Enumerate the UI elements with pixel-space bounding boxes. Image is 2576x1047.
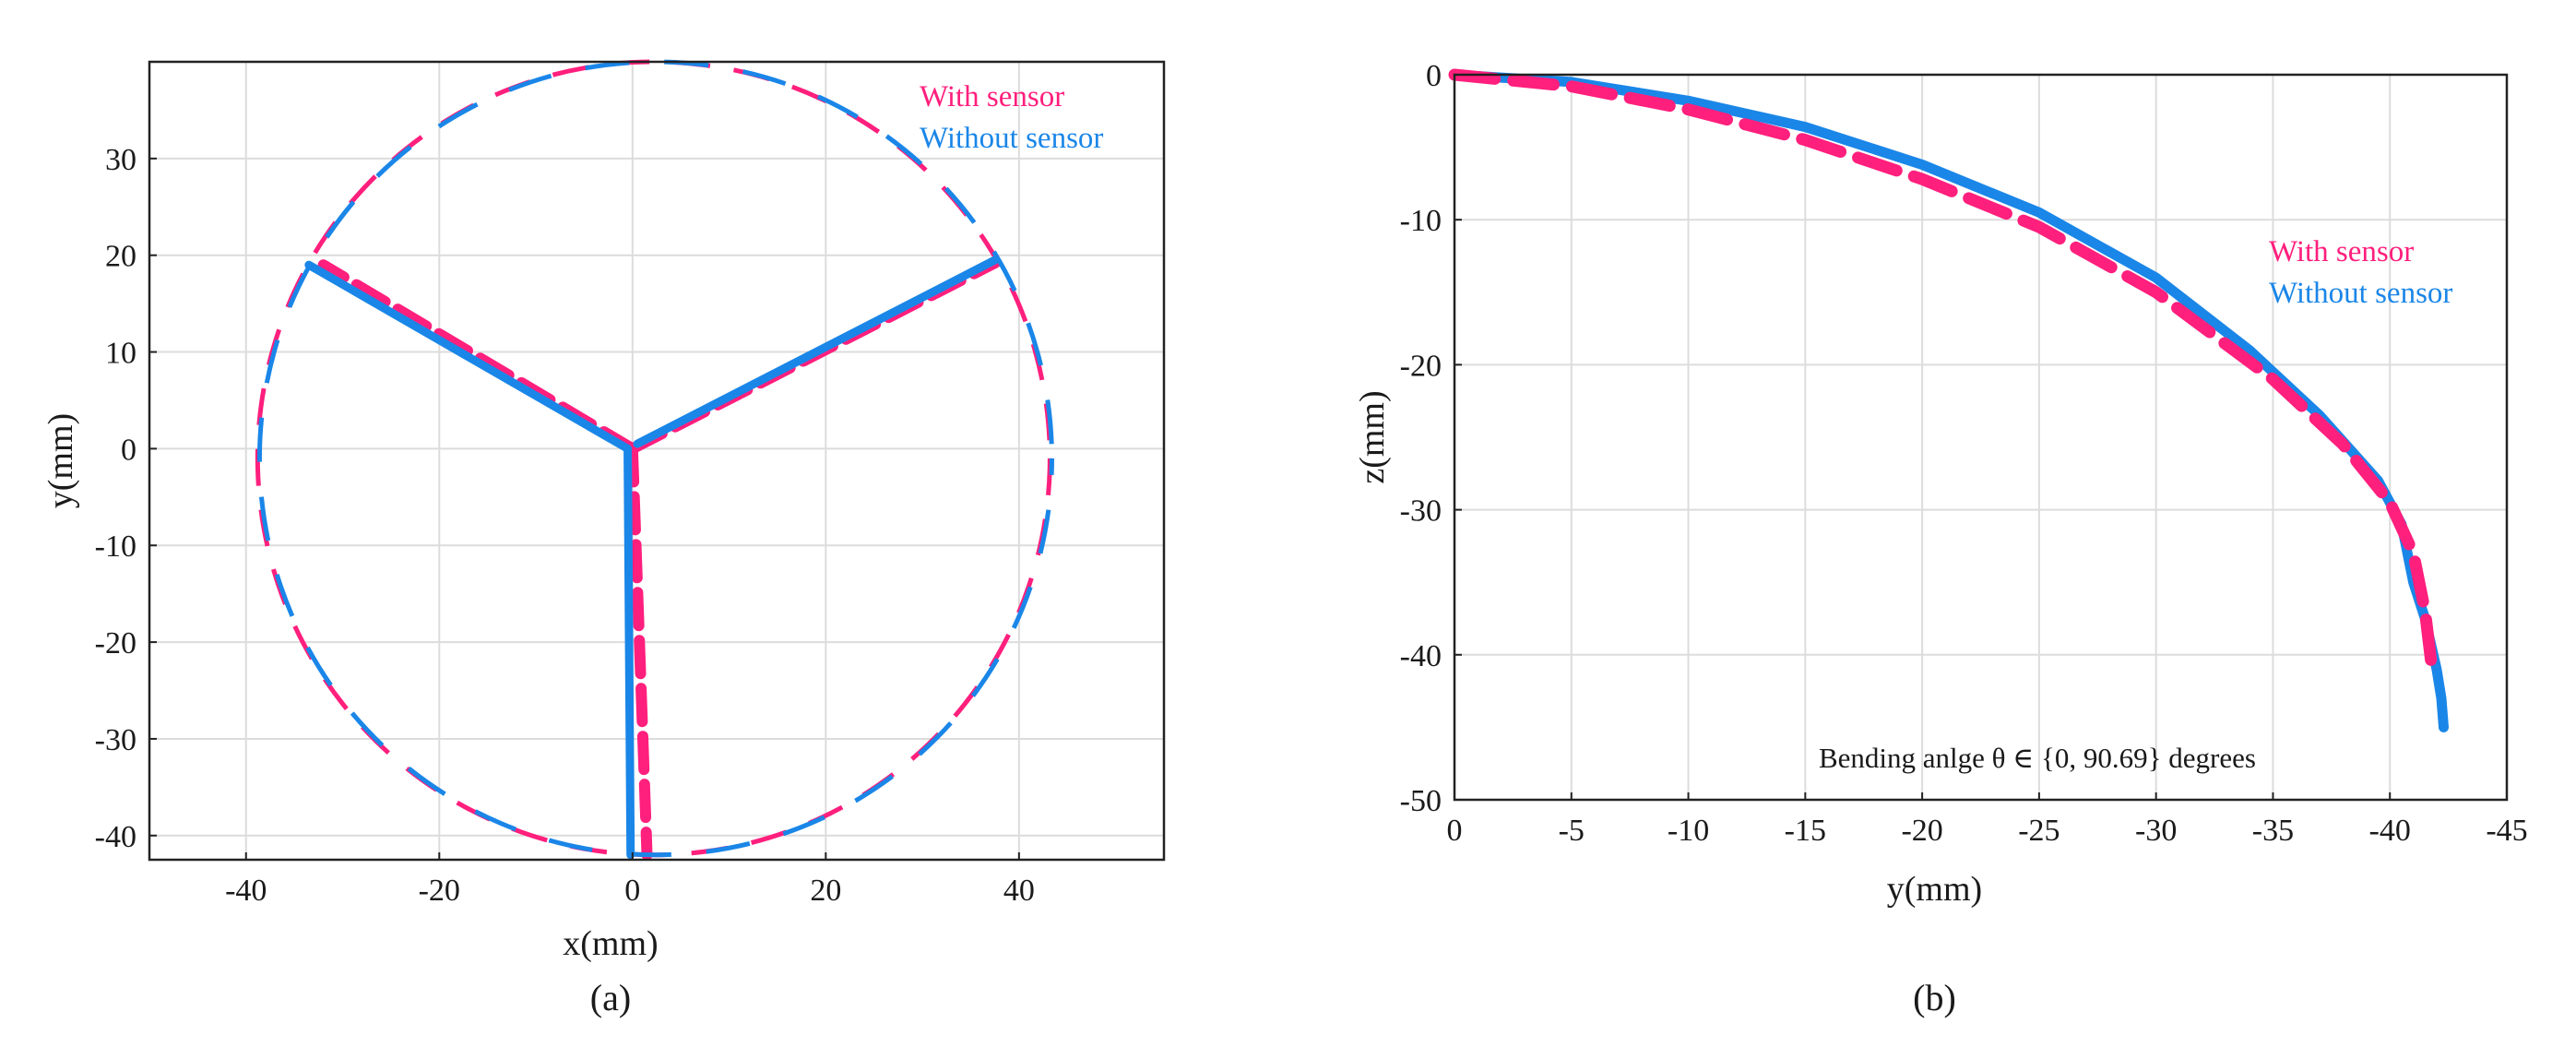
panel-b-y-axis-label: z(mm) [1353, 390, 1392, 483]
b-x-tick-label: -25 [2018, 814, 2060, 848]
series-with-sensor-arm-3 [626, 443, 653, 861]
panel-a-ticks: -40 -20 0 20 40 -40 -30 -20 -10 0 10 20 30 [95, 143, 1035, 908]
a-y-tick-label: 30 [105, 143, 137, 177]
panel-b-caption: (b) [1913, 977, 1956, 1018]
a-x-tick-label: 20 [810, 874, 841, 908]
b-x-tick-label: -45 [2486, 814, 2527, 848]
chart-panel-a: -40 -20 0 20 40 -40 -30 -20 -10 0 10 20 30 x(mm) y(m… [42, 59, 1166, 1018]
series-without-sensor-circle [256, 59, 1054, 858]
b-x-tick-label: -15 [1785, 814, 1826, 848]
b-y-tick-label: 0 [1426, 59, 1442, 93]
chart-panel-b: 0 -5 -10 -15 -20 -25 -30 -35 -40 -45 0 -10 -20 -30 -40… [1353, 59, 2528, 1018]
panel-a-legend-without-sensor: Without sensor [920, 122, 1103, 155]
a-x-tick-label: -20 [419, 874, 460, 908]
panel-a-x-axis-label: x(mm) [563, 924, 658, 963]
a-y-tick-label: 10 [105, 337, 137, 371]
series-without-sensor-arm-3 [623, 444, 635, 860]
a-y-tick-label: -40 [95, 820, 137, 854]
a-y-tick-label: 20 [105, 240, 137, 274]
panel-b-legend-without-sensor: Without sensor [2269, 277, 2452, 310]
panel-a-caption: (a) [590, 977, 631, 1018]
b-x-tick-label: -20 [1901, 814, 1942, 848]
panel-b-frame [1453, 73, 2509, 802]
panel-b-annotation: Bending anlge θ ∈ {0, 90.69} degrees [1819, 742, 2256, 774]
b-x-tick-label: -10 [1668, 814, 1709, 848]
b-y-tick-label: -10 [1400, 204, 1442, 238]
b-x-tick-label: -30 [2135, 814, 2177, 848]
a-y-tick-label: -30 [95, 723, 137, 757]
b-x-tick-label: -5 [1559, 814, 1585, 848]
panel-b-legend-with-sensor: With sensor [2269, 235, 2414, 268]
a-x-tick-label: -40 [225, 874, 267, 908]
panel-b-x-axis-label: y(mm) [1887, 870, 1982, 909]
a-x-tick-label: 0 [624, 874, 640, 908]
a-y-tick-label: -10 [95, 529, 137, 564]
panel-a-grid [149, 62, 1164, 860]
b-x-tick-label: -35 [2252, 814, 2294, 848]
panel-b-plot-area [1448, 68, 2449, 732]
a-y-tick-label: 0 [121, 433, 137, 467]
series-with-sensor-line [1448, 68, 2439, 675]
panel-a-frame [148, 60, 1166, 862]
b-x-tick-label: 0 [1447, 814, 1463, 848]
a-y-tick-label: -20 [95, 626, 137, 660]
b-x-tick-label: -40 [2369, 814, 2411, 848]
series-without-sensor-arm-1 [304, 260, 633, 453]
series-with-sensor-circle [255, 59, 1052, 858]
b-y-tick-label: -30 [1400, 494, 1442, 529]
b-y-tick-label: -40 [1400, 639, 1442, 673]
a-x-tick-label: 40 [1003, 874, 1035, 908]
panel-b-ticks: 0 -5 -10 -15 -20 -25 -30 -35 -40 -45 0 -10 -20 -30 -40… [1400, 59, 2528, 848]
b-y-tick-label: -20 [1400, 349, 1442, 383]
panel-a-y-axis-label: y(mm) [42, 413, 80, 508]
panel-a-plot-area [255, 59, 1054, 861]
panel-a-legend-with-sensor: With sensor [920, 80, 1064, 113]
b-y-tick-label: -50 [1400, 784, 1442, 818]
series-without-sensor-arm-2 [633, 256, 1000, 448]
